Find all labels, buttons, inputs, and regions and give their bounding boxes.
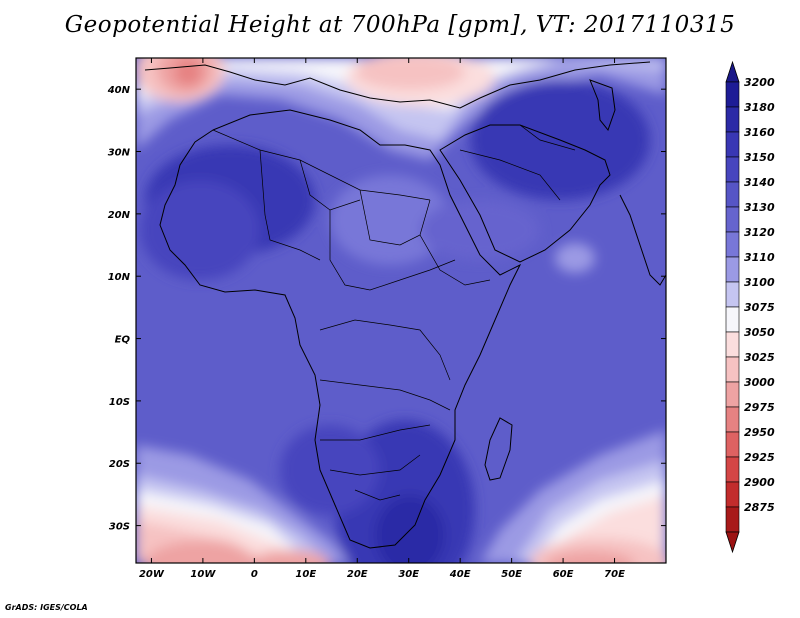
height-field bbox=[136, 58, 666, 563]
colorbar-swatch bbox=[725, 231, 740, 258]
colorbar-swatch bbox=[725, 456, 740, 483]
lon-tick-label: 20E bbox=[347, 569, 368, 580]
colorbar-swatch bbox=[725, 306, 740, 333]
colorbar-level-label: 3150 bbox=[744, 151, 775, 164]
colorbar-swatch bbox=[725, 331, 740, 358]
lon-tick-label: 20W bbox=[139, 569, 165, 580]
colorbar-swatch bbox=[725, 256, 740, 283]
plot-frame bbox=[135, 57, 667, 564]
colorbar-swatch bbox=[725, 156, 740, 183]
colorbar-swatch bbox=[725, 131, 740, 158]
colorbar-max-triangle bbox=[725, 60, 740, 83]
lon-tick-label: 60E bbox=[553, 569, 574, 580]
colorbar-swatch bbox=[725, 81, 740, 108]
india-coastline bbox=[619, 194, 666, 286]
colorbar-min-triangle bbox=[725, 531, 740, 554]
colorbar-level-label: 3130 bbox=[744, 201, 775, 214]
lat-tick-label: 20S bbox=[109, 459, 130, 470]
axes: 20W 10W 0 10E 20E 30E 40E 50E 60E 70E 40N 30N 20N 10N… bbox=[107, 58, 666, 580]
colorbar-swatch bbox=[725, 281, 740, 308]
lon-tick-label: 10W bbox=[190, 569, 216, 580]
colorbar-swatch bbox=[725, 181, 740, 208]
colorbar-level-label: 3180 bbox=[744, 101, 775, 114]
colorbar-level-label: 3075 bbox=[744, 301, 775, 314]
colorbar-swatch bbox=[725, 356, 740, 383]
colorbar: 3200 3180 3160 3150 3140 3130 3120 3110 3100 3075… bbox=[725, 60, 775, 554]
lat-tick-label: 10N bbox=[108, 272, 131, 283]
lat-tick-label: 40N bbox=[107, 85, 131, 96]
lon-tick-label: 0 bbox=[251, 569, 258, 580]
africa-coastline bbox=[159, 109, 522, 549]
colorbar-swatch bbox=[725, 506, 740, 533]
colorbar-level-label: 3025 bbox=[744, 351, 775, 364]
lon-tick-label: 40E bbox=[449, 569, 471, 580]
colorbar-level-label: 3120 bbox=[744, 226, 775, 239]
colorbar-swatch bbox=[725, 381, 740, 408]
colorbar-level-label: 3000 bbox=[744, 376, 775, 389]
lon-tick-label: 10E bbox=[295, 569, 316, 580]
colorbar-level-label: 3200 bbox=[744, 76, 775, 89]
lon-tick-label: 70E bbox=[604, 569, 625, 580]
colorbar-level-label: 3160 bbox=[744, 126, 775, 139]
lon-tick-label: 50E bbox=[501, 569, 522, 580]
grads-credit: GrADS: IGES/COLA bbox=[5, 603, 88, 612]
political-borders bbox=[212, 124, 576, 501]
colorbar-level-label: 3050 bbox=[744, 326, 775, 339]
lon-tick-label: 30E bbox=[398, 569, 419, 580]
colorbar-level-label: 3110 bbox=[744, 251, 775, 264]
colorbar-level-label: 2900 bbox=[744, 476, 775, 489]
caspian-coastline bbox=[589, 79, 616, 132]
colorbar-swatch bbox=[725, 206, 740, 233]
colorbar-level-label: 2975 bbox=[744, 401, 775, 414]
colorbar-level-label: 2950 bbox=[744, 426, 775, 439]
lat-tick-label: 30S bbox=[109, 522, 130, 533]
colorbar-swatch bbox=[725, 406, 740, 433]
colorbar-level-label: 2925 bbox=[744, 451, 775, 464]
madagascar-coastline bbox=[484, 417, 513, 481]
lat-tick-label: EQ bbox=[115, 335, 131, 346]
colorbar-swatch bbox=[725, 106, 740, 133]
colorbar-level-label: 3100 bbox=[744, 276, 775, 289]
colorbar-swatch bbox=[725, 481, 740, 508]
colorbar-level-label: 3140 bbox=[744, 176, 775, 189]
europe-coastline bbox=[144, 61, 651, 109]
coastlines bbox=[144, 61, 666, 549]
map-title: Geopotential Height at 700hPa [gpm], VT:… bbox=[64, 12, 736, 38]
lat-tick-label: 30N bbox=[108, 148, 131, 159]
colorbar-level-label: 2875 bbox=[744, 501, 775, 514]
lat-tick-label: 20N bbox=[108, 210, 131, 221]
arabia-coastline bbox=[439, 124, 611, 263]
lat-tick-label: 10S bbox=[109, 397, 130, 408]
colorbar-swatch bbox=[725, 431, 740, 458]
